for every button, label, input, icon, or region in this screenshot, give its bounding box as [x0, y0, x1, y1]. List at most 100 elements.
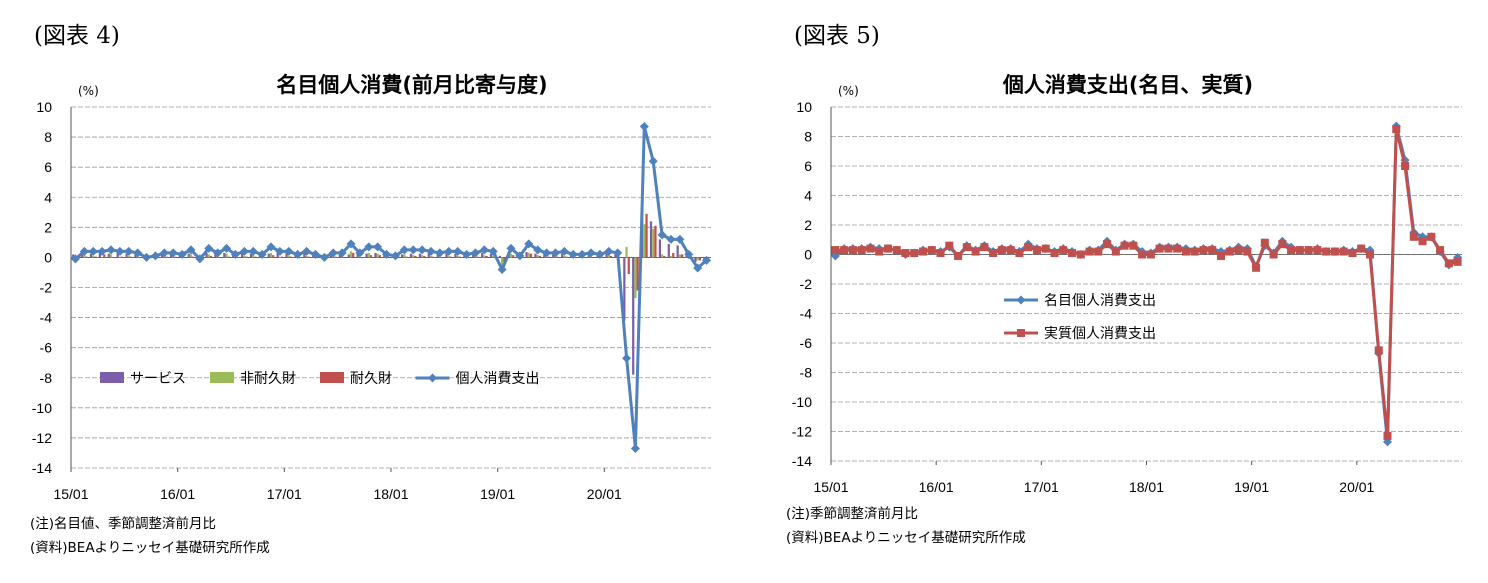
bar-サービス [587, 253, 590, 258]
figure-label: (図表 4) [34, 23, 120, 49]
legend-label: 名目個人消費支出 [1044, 293, 1156, 309]
point-実質個人消費支出 [1287, 246, 1296, 255]
bar-サービス [694, 257, 697, 262]
point-個人消費支出 [524, 239, 534, 249]
bar-耐久財 [361, 257, 364, 258]
legend-marker [1016, 295, 1026, 305]
legend-label: 非耐久財 [240, 371, 296, 387]
bar-非耐久財 [358, 257, 361, 258]
point-実質個人消費支出 [1199, 246, 1208, 255]
point-個人消費支出 [195, 254, 205, 264]
bar-非耐久財 [243, 255, 246, 258]
y-tick-label: -6 [800, 335, 813, 351]
bar-サービス [472, 254, 475, 258]
y-tick-label: 2 [804, 217, 812, 233]
point-個人消費支出 [230, 249, 240, 259]
bar-サービス [276, 252, 279, 258]
bar-非耐久財 [305, 255, 308, 258]
line-実質個人消費支出 [835, 127, 1458, 438]
point-個人消費支出 [604, 246, 614, 256]
point-個人消費支出 [266, 242, 276, 252]
point-個人消費支出 [639, 122, 649, 132]
bar-サービス [303, 253, 306, 258]
y-tick-label: 6 [804, 158, 812, 174]
bar-耐久財 [476, 256, 479, 258]
point-実質個人消費支出 [1365, 250, 1374, 259]
point-個人消費支出 [613, 248, 623, 258]
point-個人消費支出 [310, 249, 320, 259]
point-実質個人消費支出 [831, 246, 840, 255]
point-個人消費支出 [666, 234, 676, 244]
bar-サービス [214, 253, 217, 258]
note: (注)季節調整済前月比 [786, 506, 919, 522]
point-個人消費支出 [630, 443, 640, 453]
bar-サービス [534, 253, 537, 258]
y-tick-label: -4 [40, 310, 53, 326]
bar-耐久財 [458, 256, 461, 258]
point-個人消費支出 [568, 249, 578, 259]
note: (注)名目値、季節調整済前月比 [30, 516, 217, 532]
bar-耐久財 [512, 255, 515, 258]
bar-非耐久財 [109, 254, 113, 258]
bar-非耐久財 [92, 255, 95, 258]
point-実質個人消費支出 [945, 241, 954, 250]
point-個人消費支出 [488, 246, 498, 256]
bar-耐久財 [672, 252, 675, 258]
bar-サービス [347, 254, 350, 258]
x-tick-label: 16/01 [160, 486, 195, 502]
bar-サービス [401, 254, 404, 258]
bar-非耐久財 [207, 254, 210, 258]
bar-サービス [667, 243, 670, 258]
bar-耐久財 [227, 256, 230, 258]
bar-耐久財 [334, 256, 337, 258]
bar-非耐久財 [287, 255, 290, 258]
point-実質個人消費支出 [1418, 237, 1427, 246]
bar-耐久財 [618, 257, 621, 258]
bar-耐久財 [698, 257, 701, 261]
point-実質個人消費支出 [1225, 247, 1234, 256]
bar-非耐久財 [403, 254, 406, 258]
legend-swatch [100, 372, 124, 383]
point-個人消費支出 [426, 246, 436, 256]
point-個人消費支出 [390, 251, 400, 261]
bar-サービス [365, 253, 368, 258]
bar-非耐久財 [278, 256, 281, 258]
point-実質個人消費支出 [1155, 244, 1164, 253]
point-実質個人消費支出 [1444, 259, 1453, 268]
point-個人消費支出 [595, 249, 605, 259]
bar-非耐久財 [225, 253, 228, 258]
bar-サービス [427, 252, 430, 258]
point-個人消費支出 [435, 248, 445, 258]
x-tick-label: 20/01 [1339, 479, 1374, 495]
point-個人消費支出 [515, 251, 525, 261]
point-個人消費支出 [702, 255, 712, 265]
chart-right: 個人消費支出(名目、実質) (%) 10 8 6 4 2 0 -2 -4 -6 -8 -10 -12 -14… [792, 73, 1463, 495]
bar-非耐久財 [607, 255, 610, 258]
bar-非耐久財 [376, 253, 379, 258]
point-個人消費支出 [115, 246, 125, 256]
bar-サービス [561, 253, 564, 258]
point-個人消費支出 [684, 249, 694, 259]
point-個人消費支出 [257, 249, 267, 259]
bar-耐久財 [432, 256, 435, 258]
point-個人消費支出 [239, 246, 249, 256]
bar-耐久財 [94, 256, 97, 258]
point-実質個人消費支出 [997, 246, 1006, 255]
bar-耐久財 [245, 256, 248, 258]
bar-サービス [89, 253, 93, 258]
point-個人消費支出 [70, 254, 80, 264]
point-実質個人消費支出 [910, 249, 919, 258]
y-tick-label: 6 [44, 159, 52, 175]
bar-サービス [632, 257, 635, 375]
bar-サービス [454, 253, 457, 258]
bar-耐久財 [627, 257, 630, 274]
point-実質個人消費支出 [1181, 247, 1190, 256]
point-実質個人消費支出 [901, 249, 910, 258]
bar-非耐久財 [625, 246, 628, 258]
point-実質個人消費支出 [1032, 246, 1041, 255]
point-実質個人消費支出 [1006, 246, 1015, 255]
point-実質個人消費支出 [1111, 247, 1120, 256]
point-実質個人消費支出 [1146, 250, 1155, 259]
legend-swatch [320, 372, 344, 383]
x-tick-label: 16/01 [919, 479, 954, 495]
